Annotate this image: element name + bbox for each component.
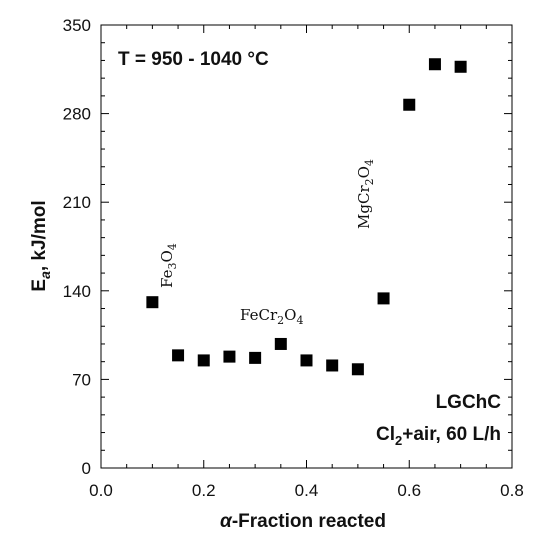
data-point bbox=[403, 98, 416, 111]
conditions-label: Cl2+air, 60 L/h bbox=[376, 424, 501, 448]
mgcr2o4-label-b: 2 bbox=[363, 178, 376, 185]
x-tick-label: 0.6 bbox=[397, 481, 421, 500]
y-axis-title-main: E bbox=[29, 279, 50, 292]
x-tick-label: 0.2 bbox=[192, 481, 216, 500]
fe3o4-label-d: 4 bbox=[166, 243, 179, 250]
sample-label: LGChC bbox=[436, 392, 502, 413]
data-point bbox=[300, 354, 313, 367]
x-tick-label: 0.4 bbox=[295, 481, 319, 500]
fecr2o4-label: FeCr2O4 bbox=[240, 306, 303, 327]
data-point bbox=[454, 60, 467, 73]
fe3o4-label-a: Fe bbox=[158, 269, 176, 288]
x-axis-title: α-Fraction reacted bbox=[220, 511, 386, 532]
y-tick-label: 70 bbox=[72, 370, 91, 389]
data-point bbox=[197, 354, 210, 367]
mgcr2o4-label-d: 4 bbox=[363, 159, 376, 166]
conditions-label-a: Cl bbox=[376, 424, 395, 445]
y-axis-title: Ea, kJ/mol bbox=[29, 200, 53, 291]
data-points bbox=[146, 58, 467, 376]
x-tick-label: 0.8 bbox=[500, 481, 524, 500]
fe3o4-label-b: 3 bbox=[166, 263, 179, 270]
conditions-label-b: 2 bbox=[395, 433, 402, 448]
data-point bbox=[249, 351, 262, 364]
y-tick-label: 350 bbox=[63, 16, 91, 35]
y-axis-title-rest: , kJ/mol bbox=[29, 200, 50, 271]
data-point bbox=[146, 296, 159, 309]
fecr2o4-label-a: FeCr bbox=[240, 306, 278, 324]
axis-tick-labels: 0.0 0.2 0.4 0.6 0.8 0 70 140 210 280 350 bbox=[63, 16, 524, 500]
data-point bbox=[377, 292, 390, 305]
y-tick-label: 210 bbox=[63, 193, 91, 212]
x-axis-title-symbol: α bbox=[220, 511, 233, 532]
mgcr2o4-label-a: MgCr bbox=[355, 185, 373, 229]
conditions-label-c: +air, 60 L/h bbox=[402, 424, 501, 445]
fecr2o4-label-d: 4 bbox=[296, 314, 303, 327]
y-axis-title-sub: a bbox=[37, 271, 53, 279]
data-point bbox=[172, 349, 185, 362]
fecr2o4-label-b: 2 bbox=[277, 314, 284, 327]
y-tick-label: 140 bbox=[63, 282, 91, 301]
fecr2o4-label-c: O bbox=[284, 306, 296, 324]
data-point bbox=[326, 359, 339, 372]
fe3o4-label: Fe3O4 bbox=[158, 243, 179, 288]
data-point bbox=[428, 58, 441, 71]
mgcr2o4-label: MgCr2O4 bbox=[355, 159, 376, 229]
temperature-annotation: T = 950 - 1040 °C bbox=[118, 49, 269, 70]
data-point bbox=[223, 350, 236, 363]
data-point bbox=[351, 363, 364, 376]
x-tick-label: 0.0 bbox=[89, 481, 113, 500]
y-tick-label: 0 bbox=[82, 459, 91, 478]
axis-ticks bbox=[100, 24, 513, 469]
mgcr2o4-label-c: O bbox=[355, 166, 373, 178]
y-tick-label: 280 bbox=[63, 105, 91, 124]
fe3o4-label-c: O bbox=[158, 250, 176, 262]
x-axis-title-rest: -Fraction reacted bbox=[232, 511, 386, 532]
data-point bbox=[274, 337, 287, 350]
